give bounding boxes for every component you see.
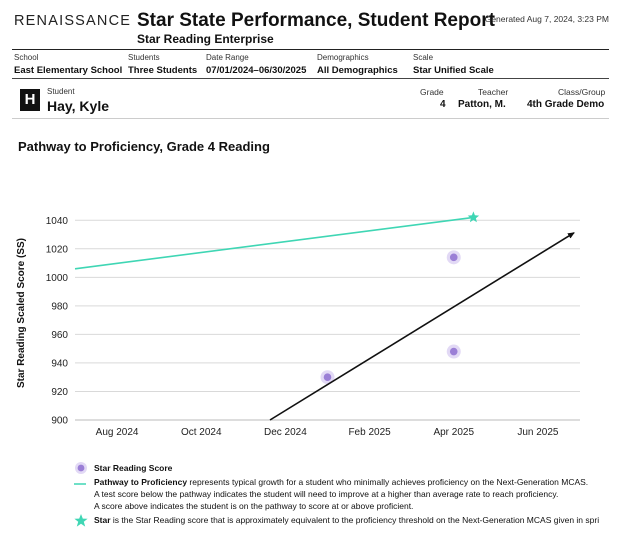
grade-label: Grade	[420, 87, 444, 97]
legend-star-text: is the Star Reading score that is approx…	[110, 515, 600, 525]
y-axis-label: Star Reading Scaled Score (SS)	[16, 238, 27, 388]
score-point	[320, 370, 335, 385]
pathway-line-icon	[74, 483, 86, 485]
star-icon	[74, 514, 88, 527]
meta-value: 07/01/2024–06/30/2025	[206, 65, 307, 76]
chart-series	[74, 211, 575, 421]
brand-logo: RENAISSANCE	[14, 13, 132, 29]
y-tick-label: 960	[51, 330, 68, 341]
meta-value: Three Students	[128, 65, 198, 76]
y-tick-label: 1040	[46, 216, 69, 227]
score-point-dot	[449, 347, 458, 356]
section-title: Pathway to Proficiency, Grade 4 Reading	[18, 139, 270, 154]
header-divider	[12, 49, 609, 50]
x-tick-label: Feb 2025	[348, 427, 391, 438]
x-tick-label: Dec 2024	[264, 427, 307, 438]
x-tick-label: Oct 2024	[181, 427, 222, 438]
legend-pathway-text-3: A score above indicates the student is o…	[94, 501, 414, 511]
score-point-dot	[449, 253, 458, 262]
meta-value: East Elementary School	[14, 65, 123, 76]
legend-score-label: Star Reading Score	[94, 463, 173, 473]
report-subtitle: Star Reading Enterprise	[137, 32, 274, 46]
meta-label: Date Range	[206, 53, 249, 62]
y-tick-label: 1000	[46, 273, 69, 284]
class-value: 4th Grade Demo	[527, 99, 605, 110]
report-title: Star State Performance, Student Report	[137, 10, 495, 31]
meta-school: School East Elementary School	[14, 53, 122, 76]
score-point	[446, 344, 461, 359]
y-axis: 900 920 940 960 980 1000 1020 1040	[46, 216, 69, 427]
student-divider	[12, 118, 609, 119]
teacher-label: Teacher	[478, 87, 509, 97]
meta-divider	[12, 78, 609, 79]
legend-pathway-label: Pathway to Proficiency	[94, 477, 188, 487]
y-tick-label: 980	[51, 301, 68, 312]
meta-date-range: Date Range 07/01/2024–06/30/2025	[206, 53, 306, 76]
teacher-value: Patton, M.	[458, 99, 506, 110]
meta-value: Star Unified Scale	[413, 65, 494, 76]
meta-demographics: Demographics All Demographics	[317, 53, 398, 76]
y-tick-label: 900	[51, 416, 68, 427]
meta-students: Students Three Students	[128, 53, 197, 76]
meta-label: Demographics	[317, 53, 369, 62]
y-tick-label: 1020	[46, 244, 69, 255]
x-tick-label: Jun 2025	[517, 427, 559, 438]
legend-pathway-text-2: A test score below the pathway indicates…	[94, 489, 559, 499]
y-tick-label: 920	[51, 387, 68, 398]
meta-label: Students	[128, 53, 160, 62]
class-label: Class/Group	[558, 87, 606, 97]
pathway-line	[74, 216, 474, 270]
generated-timestamp: Generated Aug 7, 2024, 3:23 PM	[484, 14, 609, 24]
score-point-dot	[323, 373, 332, 381]
y-tick-label: 940	[51, 358, 68, 369]
score-point	[446, 250, 461, 265]
meta-scale: Scale Star Unified Scale	[413, 53, 494, 76]
pathway-chart: 900 920 940 960 980 1000 1020 1040 Aug 2024 Oct …	[16, 211, 580, 438]
proficiency-star	[467, 211, 480, 223]
meta-value: All Demographics	[317, 65, 398, 76]
x-axis: Aug 2024 Oct 2024 Dec 2024 Feb 2025 Apr 2025…	[96, 427, 559, 438]
student-label: Student	[47, 87, 75, 96]
chart-grid	[75, 219, 580, 421]
meta-label: Scale	[413, 53, 434, 62]
score-dot-icon	[75, 462, 87, 474]
grade-value: 4	[440, 99, 446, 110]
student-name: Hay, Kyle	[47, 98, 109, 114]
trend-arrow	[269, 232, 575, 421]
legend-star-label: Star	[94, 515, 111, 525]
x-tick-label: Apr 2025	[433, 427, 474, 438]
meta-label: School	[14, 53, 39, 62]
x-tick-label: Aug 2024	[96, 427, 139, 438]
legend-pathway-text: represents typical growth for a student …	[187, 477, 589, 487]
student-avatar: H	[20, 89, 40, 111]
